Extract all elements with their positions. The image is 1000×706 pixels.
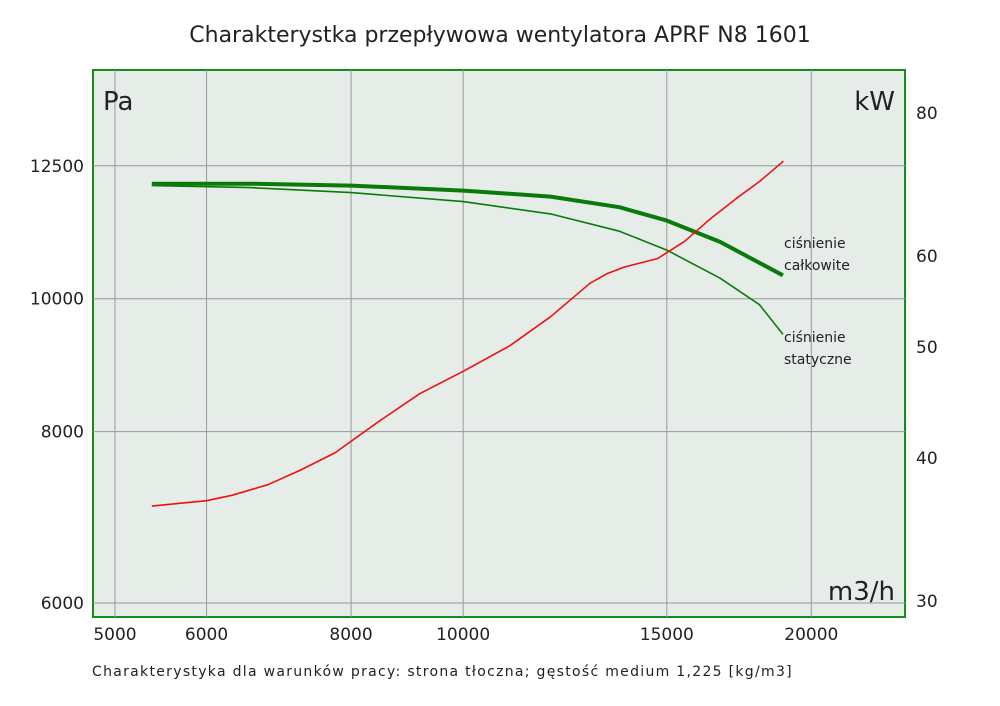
x-tick-label: 15000 (640, 625, 694, 645)
x-tick-label: 20000 (784, 625, 838, 645)
grid (93, 70, 905, 617)
x-tick-label: 8000 (329, 625, 372, 645)
y-tick-label: 10000 (30, 290, 84, 310)
label-total-pressure-1: ciśnienie (784, 236, 846, 252)
x-tick-label: 6000 (185, 625, 228, 645)
x-axis-label: m3/h (828, 577, 895, 607)
label-total-pressure-2: całkowite (784, 258, 850, 274)
total-pressure-line (151, 181, 784, 278)
y2-tick-label: 60 (916, 247, 938, 267)
x-tick-label: 10000 (436, 625, 490, 645)
series-lines (151, 160, 784, 507)
y-tick-label: 6000 (41, 594, 84, 614)
chart-subtitle: Charakterystyka dla warunków pracy: stro… (92, 664, 793, 680)
y2-tick-label: 30 (916, 592, 938, 612)
y-axis-label: Pa (103, 87, 133, 117)
y2-axis-label: kW (854, 87, 895, 117)
static-pressure-line (151, 184, 784, 335)
y2-tick-label: 80 (916, 104, 938, 124)
ticks: 5000 6000 8000 10000 15000 20000 12500 10000 800… (30, 104, 938, 645)
plot-area (92, 69, 906, 618)
power-line (151, 160, 784, 507)
x-tick-label: 5000 (93, 625, 136, 645)
y2-tick-label: 50 (916, 338, 938, 358)
y-tick-label: 12500 (30, 157, 84, 177)
y-tick-label: 8000 (41, 423, 84, 443)
y2-tick-label: 40 (916, 449, 938, 469)
label-static-pressure-2: statyczne (784, 352, 852, 368)
chart-title: Charakterystka przepływowa wentylatora A… (189, 23, 810, 48)
label-static-pressure-1: ciśnienie (784, 330, 846, 346)
